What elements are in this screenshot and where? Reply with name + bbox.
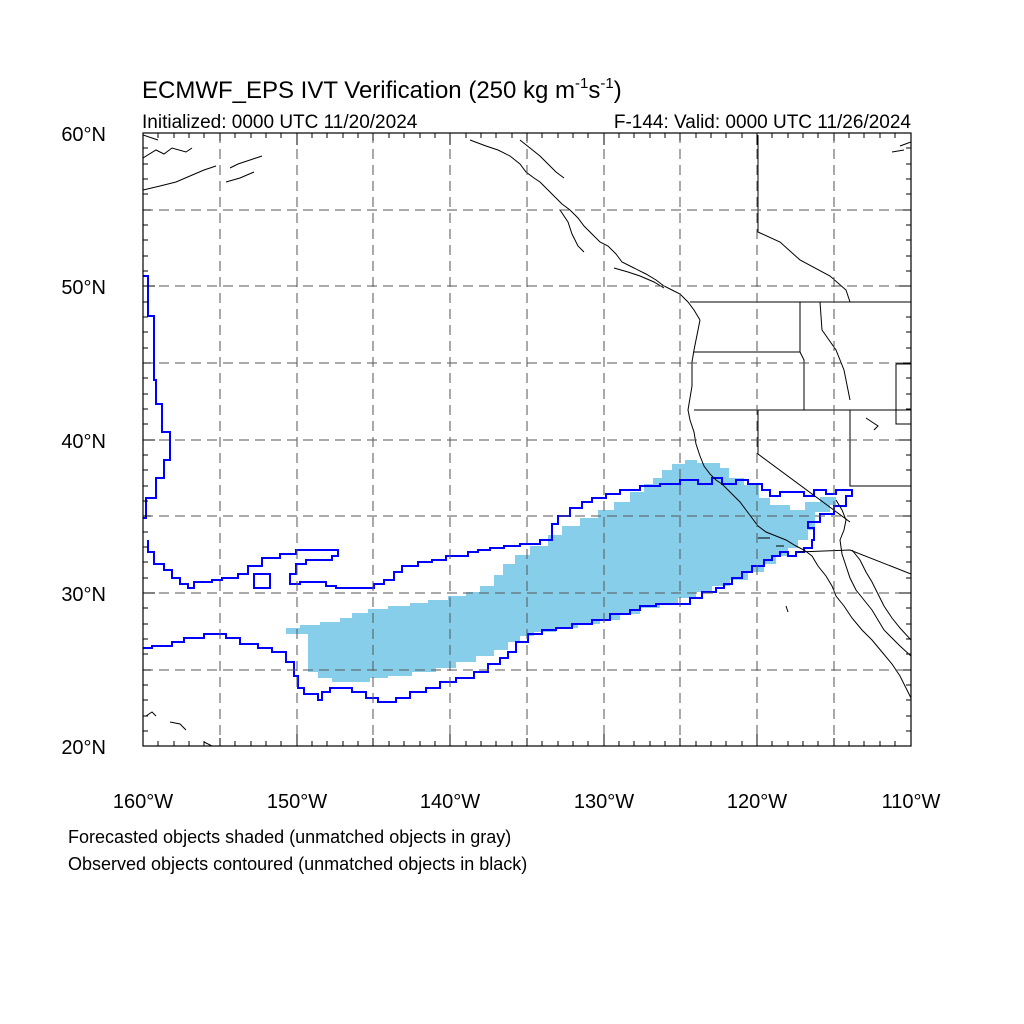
observed-contour-island	[253, 573, 271, 589]
observed-contour-main	[143, 477, 853, 703]
x-tick-label: 140°W	[420, 791, 480, 813]
observed-object-contours	[143, 275, 853, 703]
tick-marks	[142, 132, 912, 747]
legend-observed-text: Observed objects contoured (unmatched ob…	[68, 854, 527, 874]
x-tick-label: 110°W	[882, 791, 941, 813]
y-tick-label: 20°N	[61, 737, 106, 759]
x-tick-label: 120°W	[727, 791, 787, 813]
y-tick-label: 30°N	[61, 584, 106, 606]
y-tick-label: 50°N	[61, 277, 106, 299]
x-tick-label: 130°W	[574, 791, 634, 813]
legend-forecast-text: Forecasted objects shaded (unmatched obj…	[68, 827, 511, 847]
initialized-label: Initialized: 0000 UTC 11/20/2024	[142, 112, 418, 133]
forecast-object-shading	[286, 460, 836, 682]
y-tick-label: 60°N	[61, 124, 106, 146]
figure-title: ECMWF_EPS IVT Verification (250 kg m-1s-…	[142, 75, 622, 104]
x-tick-label: 150°W	[267, 791, 327, 813]
y-tick-label: 40°N	[61, 431, 106, 453]
observed-contour-north	[143, 275, 171, 519]
x-tick-label: 160°W	[113, 791, 173, 813]
coastlines-borders	[143, 134, 911, 746]
valid-label: F-144: Valid: 0000 UTC 11/26/2024	[614, 112, 912, 133]
gridlines	[143, 133, 911, 746]
